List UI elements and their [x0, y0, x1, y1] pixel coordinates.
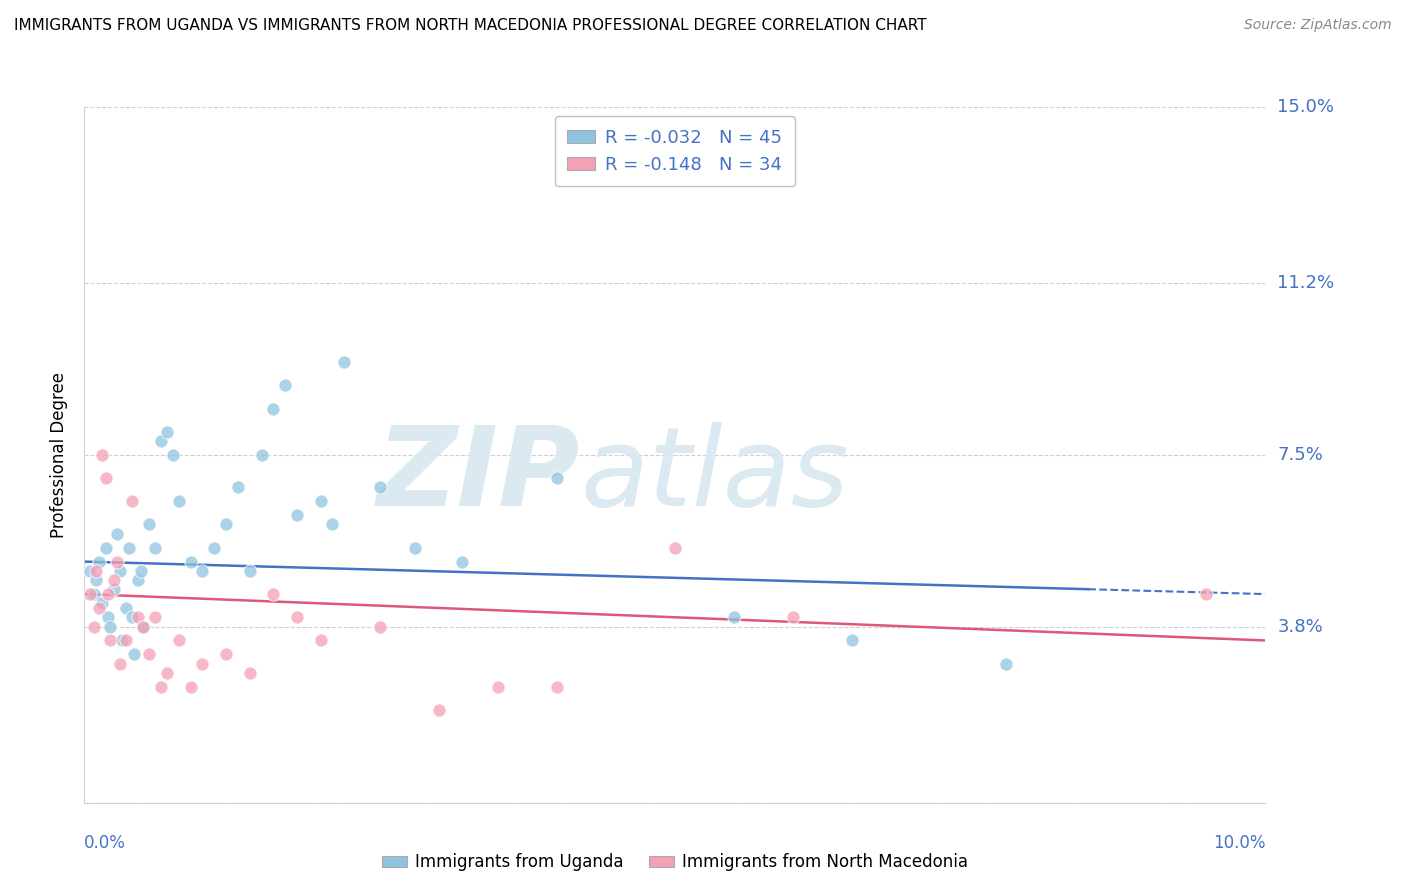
Point	[94, 471, 117, 485]
Point	[215, 648, 238, 662]
Point	[546, 680, 568, 694]
Point	[91, 448, 114, 462]
Y-axis label: Professional Degree: Professional Degree	[51, 372, 69, 538]
Point	[107, 555, 129, 569]
Point	[202, 541, 225, 555]
Text: 15.0%: 15.0%	[1277, 98, 1334, 116]
Point	[122, 648, 145, 662]
Point	[97, 610, 120, 624]
Point	[262, 587, 284, 601]
Point	[132, 619, 155, 633]
Point	[262, 401, 284, 416]
Point	[239, 564, 262, 578]
Point	[83, 587, 105, 601]
Point	[486, 680, 509, 694]
Point	[309, 633, 332, 648]
Point	[451, 555, 474, 569]
Point	[87, 555, 110, 569]
Point	[368, 480, 391, 494]
Point	[274, 378, 297, 392]
Point	[427, 703, 450, 717]
Point	[180, 555, 202, 569]
Point	[167, 633, 190, 648]
Point	[333, 355, 356, 369]
Point	[143, 541, 166, 555]
Point	[127, 573, 149, 587]
Point	[79, 587, 101, 601]
Point	[546, 471, 568, 485]
Point	[143, 610, 166, 624]
Point	[108, 564, 131, 578]
Point	[79, 564, 101, 578]
Legend: Immigrants from Uganda, Immigrants from North Macedonia: Immigrants from Uganda, Immigrants from …	[375, 847, 974, 878]
Point	[98, 633, 121, 648]
Text: ZIP: ZIP	[377, 422, 581, 529]
Point	[1195, 587, 1218, 601]
Point	[162, 448, 184, 462]
Point	[87, 601, 110, 615]
Point	[114, 601, 136, 615]
Point	[368, 619, 391, 633]
Point	[191, 564, 214, 578]
Point	[111, 633, 134, 648]
Point	[215, 517, 238, 532]
Point	[91, 596, 114, 610]
Point	[129, 564, 152, 578]
Point	[83, 619, 105, 633]
Text: 7.5%: 7.5%	[1277, 446, 1323, 464]
Point	[167, 494, 190, 508]
Point	[250, 448, 273, 462]
Point	[191, 657, 214, 671]
Point	[127, 610, 149, 624]
Point	[723, 610, 745, 624]
Point	[180, 680, 202, 694]
Text: Source: ZipAtlas.com: Source: ZipAtlas.com	[1244, 18, 1392, 32]
Text: atlas: atlas	[581, 422, 849, 529]
Point	[103, 582, 125, 597]
Point	[121, 494, 143, 508]
Point	[108, 657, 131, 671]
Point	[309, 494, 332, 508]
Text: 3.8%: 3.8%	[1277, 617, 1323, 635]
Point	[782, 610, 804, 624]
Text: 0.0%: 0.0%	[84, 834, 127, 852]
Point	[84, 573, 107, 587]
Point	[118, 541, 141, 555]
Point	[239, 665, 262, 680]
Point	[841, 633, 863, 648]
Point	[226, 480, 249, 494]
Point	[121, 610, 143, 624]
Point	[156, 665, 179, 680]
Text: 11.2%: 11.2%	[1277, 275, 1334, 293]
Point	[285, 508, 308, 523]
Point	[107, 526, 129, 541]
Point	[97, 587, 120, 601]
Point	[664, 541, 686, 555]
Text: 10.0%: 10.0%	[1213, 834, 1265, 852]
Point	[321, 517, 343, 532]
Point	[150, 680, 173, 694]
Point	[285, 610, 308, 624]
Point	[138, 648, 160, 662]
Point	[84, 564, 107, 578]
Point	[138, 517, 160, 532]
Point	[114, 633, 136, 648]
Point	[98, 619, 121, 633]
Point	[404, 541, 426, 555]
Point	[156, 425, 179, 439]
Point	[150, 434, 173, 448]
Point	[94, 541, 117, 555]
Point	[132, 619, 155, 633]
Text: IMMIGRANTS FROM UGANDA VS IMMIGRANTS FROM NORTH MACEDONIA PROFESSIONAL DEGREE CO: IMMIGRANTS FROM UGANDA VS IMMIGRANTS FRO…	[14, 18, 927, 33]
Point	[103, 573, 125, 587]
Point	[994, 657, 1017, 671]
